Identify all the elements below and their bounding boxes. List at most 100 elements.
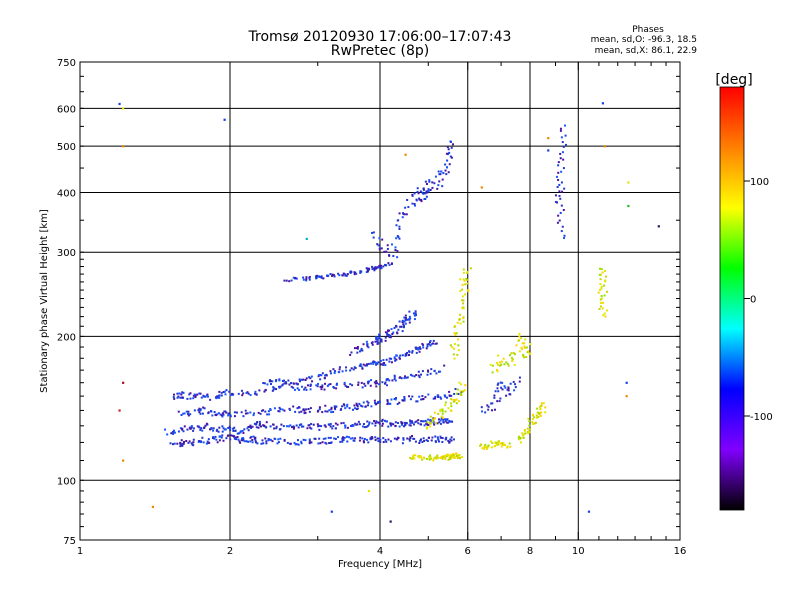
- data-point: [182, 442, 185, 445]
- data-point: [480, 186, 483, 189]
- data-point: [487, 445, 490, 448]
- data-point: [304, 439, 307, 442]
- y-tick-label: 750: [57, 58, 76, 69]
- data-point: [203, 426, 206, 429]
- x-tick-label: 8: [527, 546, 533, 557]
- data-point: [396, 422, 399, 425]
- data-point: [456, 353, 459, 356]
- data-point: [459, 278, 462, 281]
- data-point: [420, 456, 423, 459]
- x-tick-label: 10: [572, 546, 585, 557]
- data-point: [277, 410, 280, 413]
- data-point: [415, 351, 418, 354]
- data-point: [261, 439, 264, 442]
- data-point: [215, 414, 218, 417]
- data-point: [359, 271, 362, 274]
- grid-layer: [80, 62, 680, 540]
- data-point: [240, 389, 243, 392]
- data-point: [344, 424, 347, 427]
- data-point: [209, 428, 212, 431]
- data-point: [406, 376, 409, 379]
- data-point: [359, 363, 362, 366]
- data-point: [306, 384, 309, 387]
- data-point: [414, 310, 417, 313]
- data-point: [563, 237, 566, 240]
- data-point: [344, 273, 347, 276]
- data-point: [425, 427, 428, 430]
- data-point: [323, 376, 326, 379]
- data-point: [561, 151, 564, 154]
- data-point: [310, 441, 313, 444]
- data-point: [515, 344, 518, 347]
- data-point: [402, 213, 405, 216]
- data-point: [531, 418, 534, 421]
- data-point: [518, 350, 521, 353]
- data-point: [350, 424, 353, 427]
- data-point: [249, 426, 252, 429]
- data-point: [600, 297, 603, 300]
- data-point: [189, 427, 192, 430]
- data-point: [502, 357, 505, 360]
- data-point: [558, 183, 561, 186]
- data-point: [446, 455, 449, 458]
- data-point: [426, 191, 429, 194]
- data-point: [377, 401, 380, 404]
- data-point: [247, 392, 250, 395]
- data-point: [354, 271, 357, 274]
- data-point: [292, 382, 295, 385]
- data-point: [183, 425, 186, 428]
- data-point: [480, 406, 483, 409]
- data-point: [446, 421, 449, 424]
- data-point: [269, 408, 272, 411]
- data-point: [421, 394, 424, 397]
- data-point: [444, 395, 447, 398]
- data-point: [421, 441, 424, 444]
- data-point: [251, 441, 254, 444]
- data-point: [602, 314, 605, 317]
- data-point: [440, 397, 443, 400]
- data-point: [498, 361, 501, 364]
- data-point: [444, 456, 447, 459]
- data-point: [380, 363, 383, 366]
- data-point: [444, 418, 447, 421]
- data-point: [451, 346, 454, 349]
- data-point: [385, 440, 388, 443]
- data-point: [247, 429, 250, 432]
- data-point: [306, 427, 309, 430]
- data-point: [450, 453, 453, 456]
- data-point: [462, 320, 465, 323]
- data-point: [444, 163, 447, 166]
- data-point: [201, 436, 204, 439]
- data-point: [271, 389, 274, 392]
- data-point: [560, 230, 563, 233]
- data-point: [320, 388, 323, 391]
- data-point: [289, 442, 292, 445]
- x-tick-label: 6: [465, 546, 471, 557]
- data-point: [450, 405, 453, 408]
- data-point: [217, 395, 220, 398]
- data-point: [292, 427, 295, 430]
- stats-heading: Phases: [632, 25, 664, 35]
- data-point: [438, 173, 441, 176]
- data-point: [197, 409, 200, 412]
- data-point: [603, 284, 606, 287]
- data-point: [399, 325, 402, 328]
- data-point: [319, 276, 322, 279]
- data-point: [440, 170, 443, 173]
- data-point: [374, 361, 377, 364]
- data-point: [209, 398, 212, 401]
- data-point: [554, 200, 557, 203]
- data-point: [212, 427, 215, 430]
- data-point: [466, 272, 469, 275]
- data-point: [429, 339, 432, 342]
- data-point: [422, 420, 425, 423]
- data-point: [304, 386, 307, 389]
- data-point: [460, 383, 463, 386]
- data-point: [467, 290, 470, 293]
- data-point: [330, 441, 333, 444]
- data-point: [466, 270, 469, 273]
- data-point: [350, 367, 353, 370]
- data-point: [295, 382, 298, 385]
- data-point: [215, 438, 218, 441]
- data-point: [320, 425, 323, 428]
